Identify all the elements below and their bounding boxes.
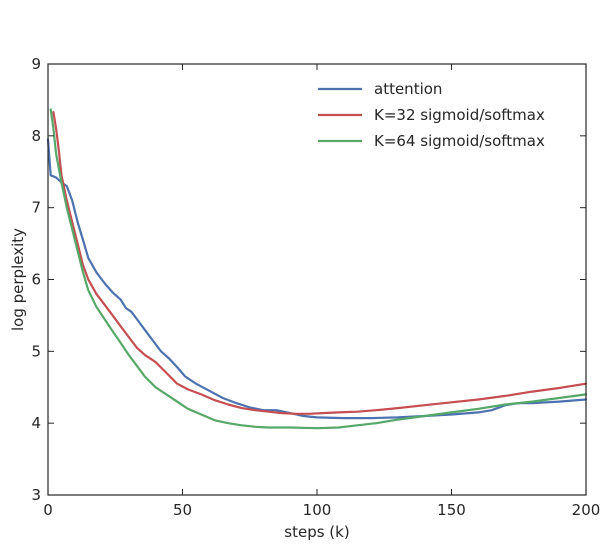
series-line-1 <box>46 138 588 420</box>
legend-label-1: attention <box>374 80 442 98</box>
y-tick-label: 7 <box>31 199 41 217</box>
tick-layer: 0 50 100 150 200 3 4 5 6 7 8 9 <box>31 55 600 519</box>
y-tick-label: 5 <box>31 342 41 360</box>
series-line-2 <box>52 111 588 415</box>
plot-frame <box>47 63 587 496</box>
y-axis-label: log perplexity <box>9 228 27 331</box>
y-tick-label: 6 <box>31 271 41 289</box>
y-tick-label: 3 <box>31 486 41 504</box>
y-tick-label: 9 <box>31 55 41 73</box>
legend-label-3: K=64 sigmoid/softmax <box>374 132 545 150</box>
y-tick-label: 8 <box>31 127 41 145</box>
series-layer <box>46 108 588 430</box>
x-tick-label: 150 <box>437 501 466 519</box>
x-tick-label: 50 <box>173 501 192 519</box>
x-axis-label: steps (k) <box>284 523 349 541</box>
legend-label-2: K=32 sigmoid/softmax <box>374 106 545 124</box>
legend: attention K=32 sigmoid/softmax K=64 sigmoi… <box>318 80 545 150</box>
x-tick-label: 200 <box>572 501 601 519</box>
y-tick-label: 4 <box>31 414 41 432</box>
series-line-3 <box>49 108 588 430</box>
x-tick-label: 100 <box>303 501 332 519</box>
x-tick-label: 0 <box>43 501 53 519</box>
